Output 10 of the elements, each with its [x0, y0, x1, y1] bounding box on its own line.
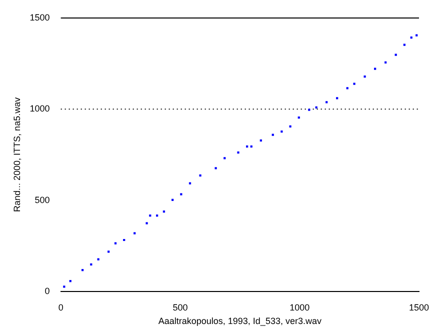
y-tick-label: 500: [34, 194, 50, 205]
y-axis-title: Rand... 2000, ITTS, na5.wav: [12, 96, 22, 212]
x-tick-label: 500: [172, 302, 188, 312]
x-tick-label: 0: [58, 302, 64, 312]
y-tick-label: 1500: [30, 12, 50, 22]
x-axis-title: Aaaltrakopoulos, 1993, Id_533, ver3.wav: [158, 316, 322, 326]
y-tick-label: 1000: [30, 104, 50, 114]
x-tick-label: 1500: [408, 302, 430, 312]
x-tick-label: 1000: [290, 302, 310, 312]
y-tick-label: 0: [44, 286, 50, 296]
